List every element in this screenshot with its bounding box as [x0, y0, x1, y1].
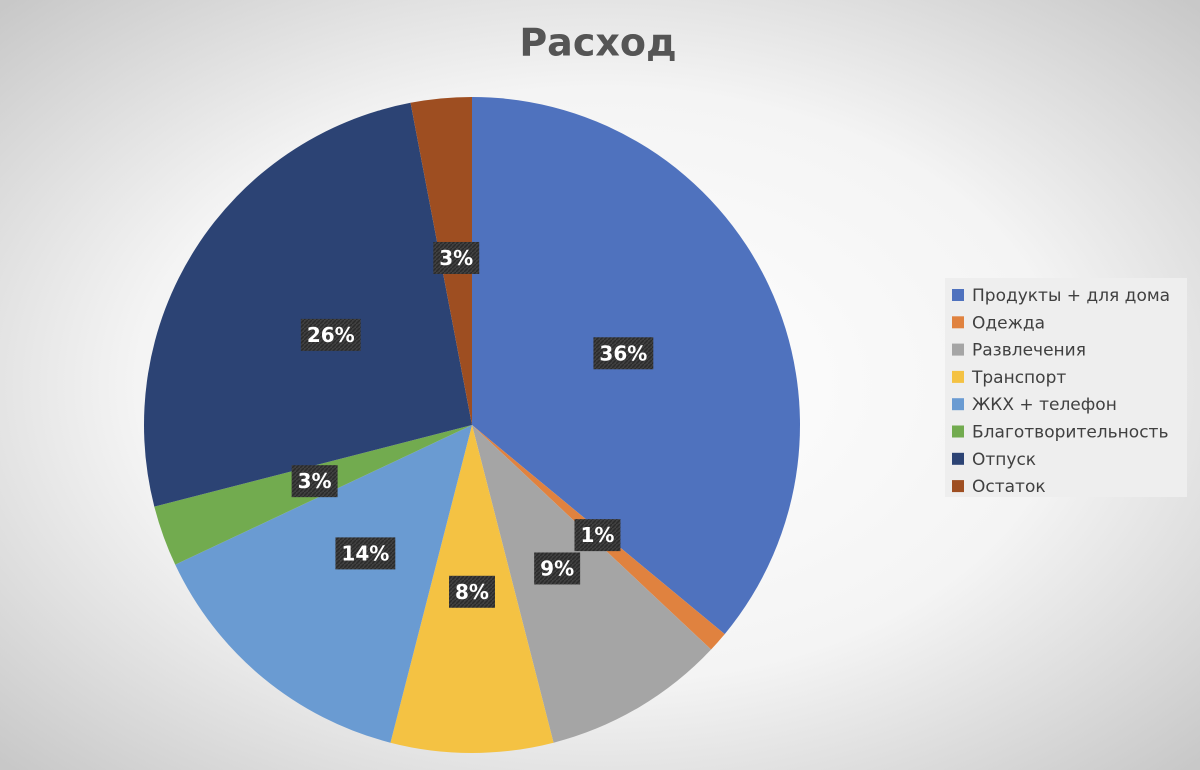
legend-swatch	[952, 452, 964, 465]
data-label: 36%	[599, 341, 647, 365]
pie-slice	[472, 425, 712, 743]
pie-slice	[175, 425, 472, 743]
data-label-box	[449, 575, 495, 608]
data-label: 26%	[307, 323, 355, 347]
data-label: 1%	[580, 523, 614, 547]
legend-label: ЖКХ + телефон	[972, 395, 1117, 415]
data-label-box	[534, 552, 581, 585]
legend-swatch	[952, 316, 964, 329]
data-label: 3%	[298, 469, 332, 493]
legend-swatch	[952, 343, 964, 356]
legend-label: Остаток	[972, 477, 1046, 497]
legend-label: Транспорт	[971, 368, 1066, 388]
legend-swatch	[952, 425, 964, 438]
legend-label: Благотворительность	[972, 423, 1168, 443]
data-label-box	[335, 537, 396, 570]
legend-label: Одежда	[972, 313, 1045, 333]
data-label: 9%	[540, 556, 574, 580]
legend-label: Отпуск	[972, 450, 1036, 470]
data-label: 14%	[341, 541, 389, 565]
legend-label: Продукты + для дома	[972, 286, 1170, 306]
legend-label: Развлечения	[972, 341, 1086, 361]
data-label-box	[433, 241, 480, 274]
legend-swatch	[952, 370, 964, 383]
pie-slice	[144, 102, 472, 507]
legend-swatch	[952, 398, 964, 411]
data-label-box	[574, 519, 621, 552]
legend-swatch	[952, 480, 964, 493]
data-label: 3%	[439, 246, 473, 270]
data-label-box	[300, 318, 361, 351]
data-label-box	[593, 337, 654, 370]
legend-swatch	[952, 289, 964, 301]
data-label: 8%	[455, 580, 489, 604]
legend	[945, 278, 1187, 497]
chart-title: Расход	[519, 21, 676, 65]
data-label-box	[291, 465, 338, 498]
